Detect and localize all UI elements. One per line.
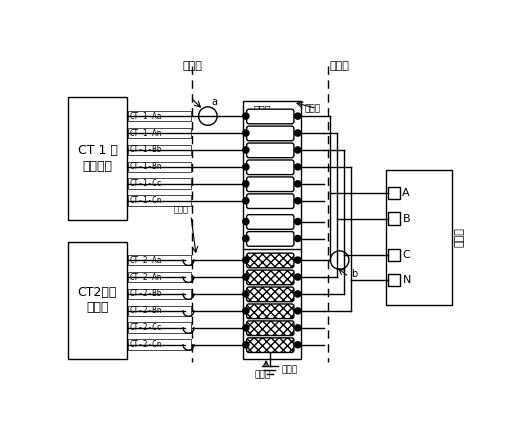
Circle shape xyxy=(295,342,301,348)
Text: a: a xyxy=(212,97,218,107)
Bar xyxy=(128,179,191,189)
FancyBboxPatch shape xyxy=(247,177,294,192)
Bar xyxy=(128,255,191,265)
Circle shape xyxy=(243,257,249,263)
FancyBboxPatch shape xyxy=(247,215,294,229)
Circle shape xyxy=(295,325,301,331)
Bar xyxy=(128,195,191,206)
Text: b: b xyxy=(351,269,358,279)
Circle shape xyxy=(295,219,301,225)
FancyBboxPatch shape xyxy=(247,338,294,352)
Text: CT-1-Cn: CT-1-Cn xyxy=(130,196,162,205)
Bar xyxy=(389,274,400,286)
Bar xyxy=(128,272,191,282)
Circle shape xyxy=(243,342,249,348)
Bar xyxy=(128,289,191,299)
Text: CT-1-An: CT-1-An xyxy=(130,129,162,138)
Text: CT-1-Bb: CT-1-Bb xyxy=(130,146,162,154)
Circle shape xyxy=(243,219,249,225)
FancyBboxPatch shape xyxy=(247,304,294,319)
Bar xyxy=(128,339,191,350)
FancyBboxPatch shape xyxy=(247,109,294,124)
Bar xyxy=(128,306,191,316)
Text: 互感器: 互感器 xyxy=(86,301,109,314)
Circle shape xyxy=(295,130,301,136)
Text: CT2电流: CT2电流 xyxy=(78,286,117,299)
Bar xyxy=(128,322,191,333)
Circle shape xyxy=(295,198,301,204)
Circle shape xyxy=(243,147,249,153)
Text: 接地线: 接地线 xyxy=(282,366,298,375)
Text: 二次侧: 二次侧 xyxy=(183,62,202,71)
Bar xyxy=(386,170,452,305)
Circle shape xyxy=(295,257,301,263)
Circle shape xyxy=(243,198,249,204)
Bar xyxy=(128,145,191,155)
FancyBboxPatch shape xyxy=(247,232,294,246)
Text: 流互感器: 流互感器 xyxy=(83,160,112,173)
Circle shape xyxy=(295,274,301,280)
Text: 连接片: 连接片 xyxy=(254,370,270,379)
Text: 保护侧: 保护侧 xyxy=(330,62,349,71)
Circle shape xyxy=(243,308,249,314)
Circle shape xyxy=(243,274,249,280)
Bar xyxy=(128,162,191,172)
FancyBboxPatch shape xyxy=(247,253,294,268)
FancyBboxPatch shape xyxy=(247,126,294,141)
Text: 端子箱: 端子箱 xyxy=(253,105,271,114)
FancyBboxPatch shape xyxy=(247,321,294,335)
Circle shape xyxy=(243,291,249,297)
FancyBboxPatch shape xyxy=(247,160,294,175)
Circle shape xyxy=(243,325,249,331)
Bar xyxy=(243,101,301,359)
Text: CT-2-Bn: CT-2-Bn xyxy=(130,306,162,315)
Circle shape xyxy=(295,291,301,297)
Text: CT-2-An: CT-2-An xyxy=(130,273,162,281)
Text: 连接片: 连接片 xyxy=(305,105,321,114)
Circle shape xyxy=(295,235,301,242)
Circle shape xyxy=(295,181,301,187)
Text: N: N xyxy=(402,275,411,285)
Text: CT 1 电: CT 1 电 xyxy=(77,144,117,157)
Bar xyxy=(389,212,400,225)
Bar xyxy=(389,187,400,199)
FancyBboxPatch shape xyxy=(247,270,294,285)
Bar xyxy=(389,249,400,261)
Circle shape xyxy=(295,113,301,119)
Bar xyxy=(69,97,126,220)
Circle shape xyxy=(243,181,249,187)
Text: CT-2-Cn: CT-2-Cn xyxy=(130,340,162,349)
Bar xyxy=(128,127,191,138)
Text: 隔接线: 隔接线 xyxy=(173,205,188,214)
Circle shape xyxy=(295,308,301,314)
FancyBboxPatch shape xyxy=(247,143,294,158)
Text: CT-2-Bb: CT-2-Bb xyxy=(130,289,162,298)
FancyBboxPatch shape xyxy=(247,287,294,302)
Circle shape xyxy=(243,164,249,170)
Text: CT-1-Cc: CT-1-Cc xyxy=(130,179,162,188)
Circle shape xyxy=(243,113,249,119)
Text: CT-1-Aa: CT-1-Aa xyxy=(130,111,162,121)
Bar xyxy=(69,242,126,359)
Text: 保护屏: 保护屏 xyxy=(454,227,464,247)
Bar xyxy=(128,111,191,122)
Circle shape xyxy=(295,147,301,153)
Circle shape xyxy=(295,164,301,170)
Text: A: A xyxy=(402,188,410,198)
Circle shape xyxy=(243,130,249,136)
Text: CT-1-Bn: CT-1-Bn xyxy=(130,162,162,171)
Text: CT-2-Aa: CT-2-Aa xyxy=(130,256,162,265)
Text: B: B xyxy=(402,214,410,224)
Text: CT-2-Cc: CT-2-Cc xyxy=(130,323,162,333)
Circle shape xyxy=(243,235,249,242)
Text: C: C xyxy=(402,250,410,260)
FancyBboxPatch shape xyxy=(247,194,294,208)
